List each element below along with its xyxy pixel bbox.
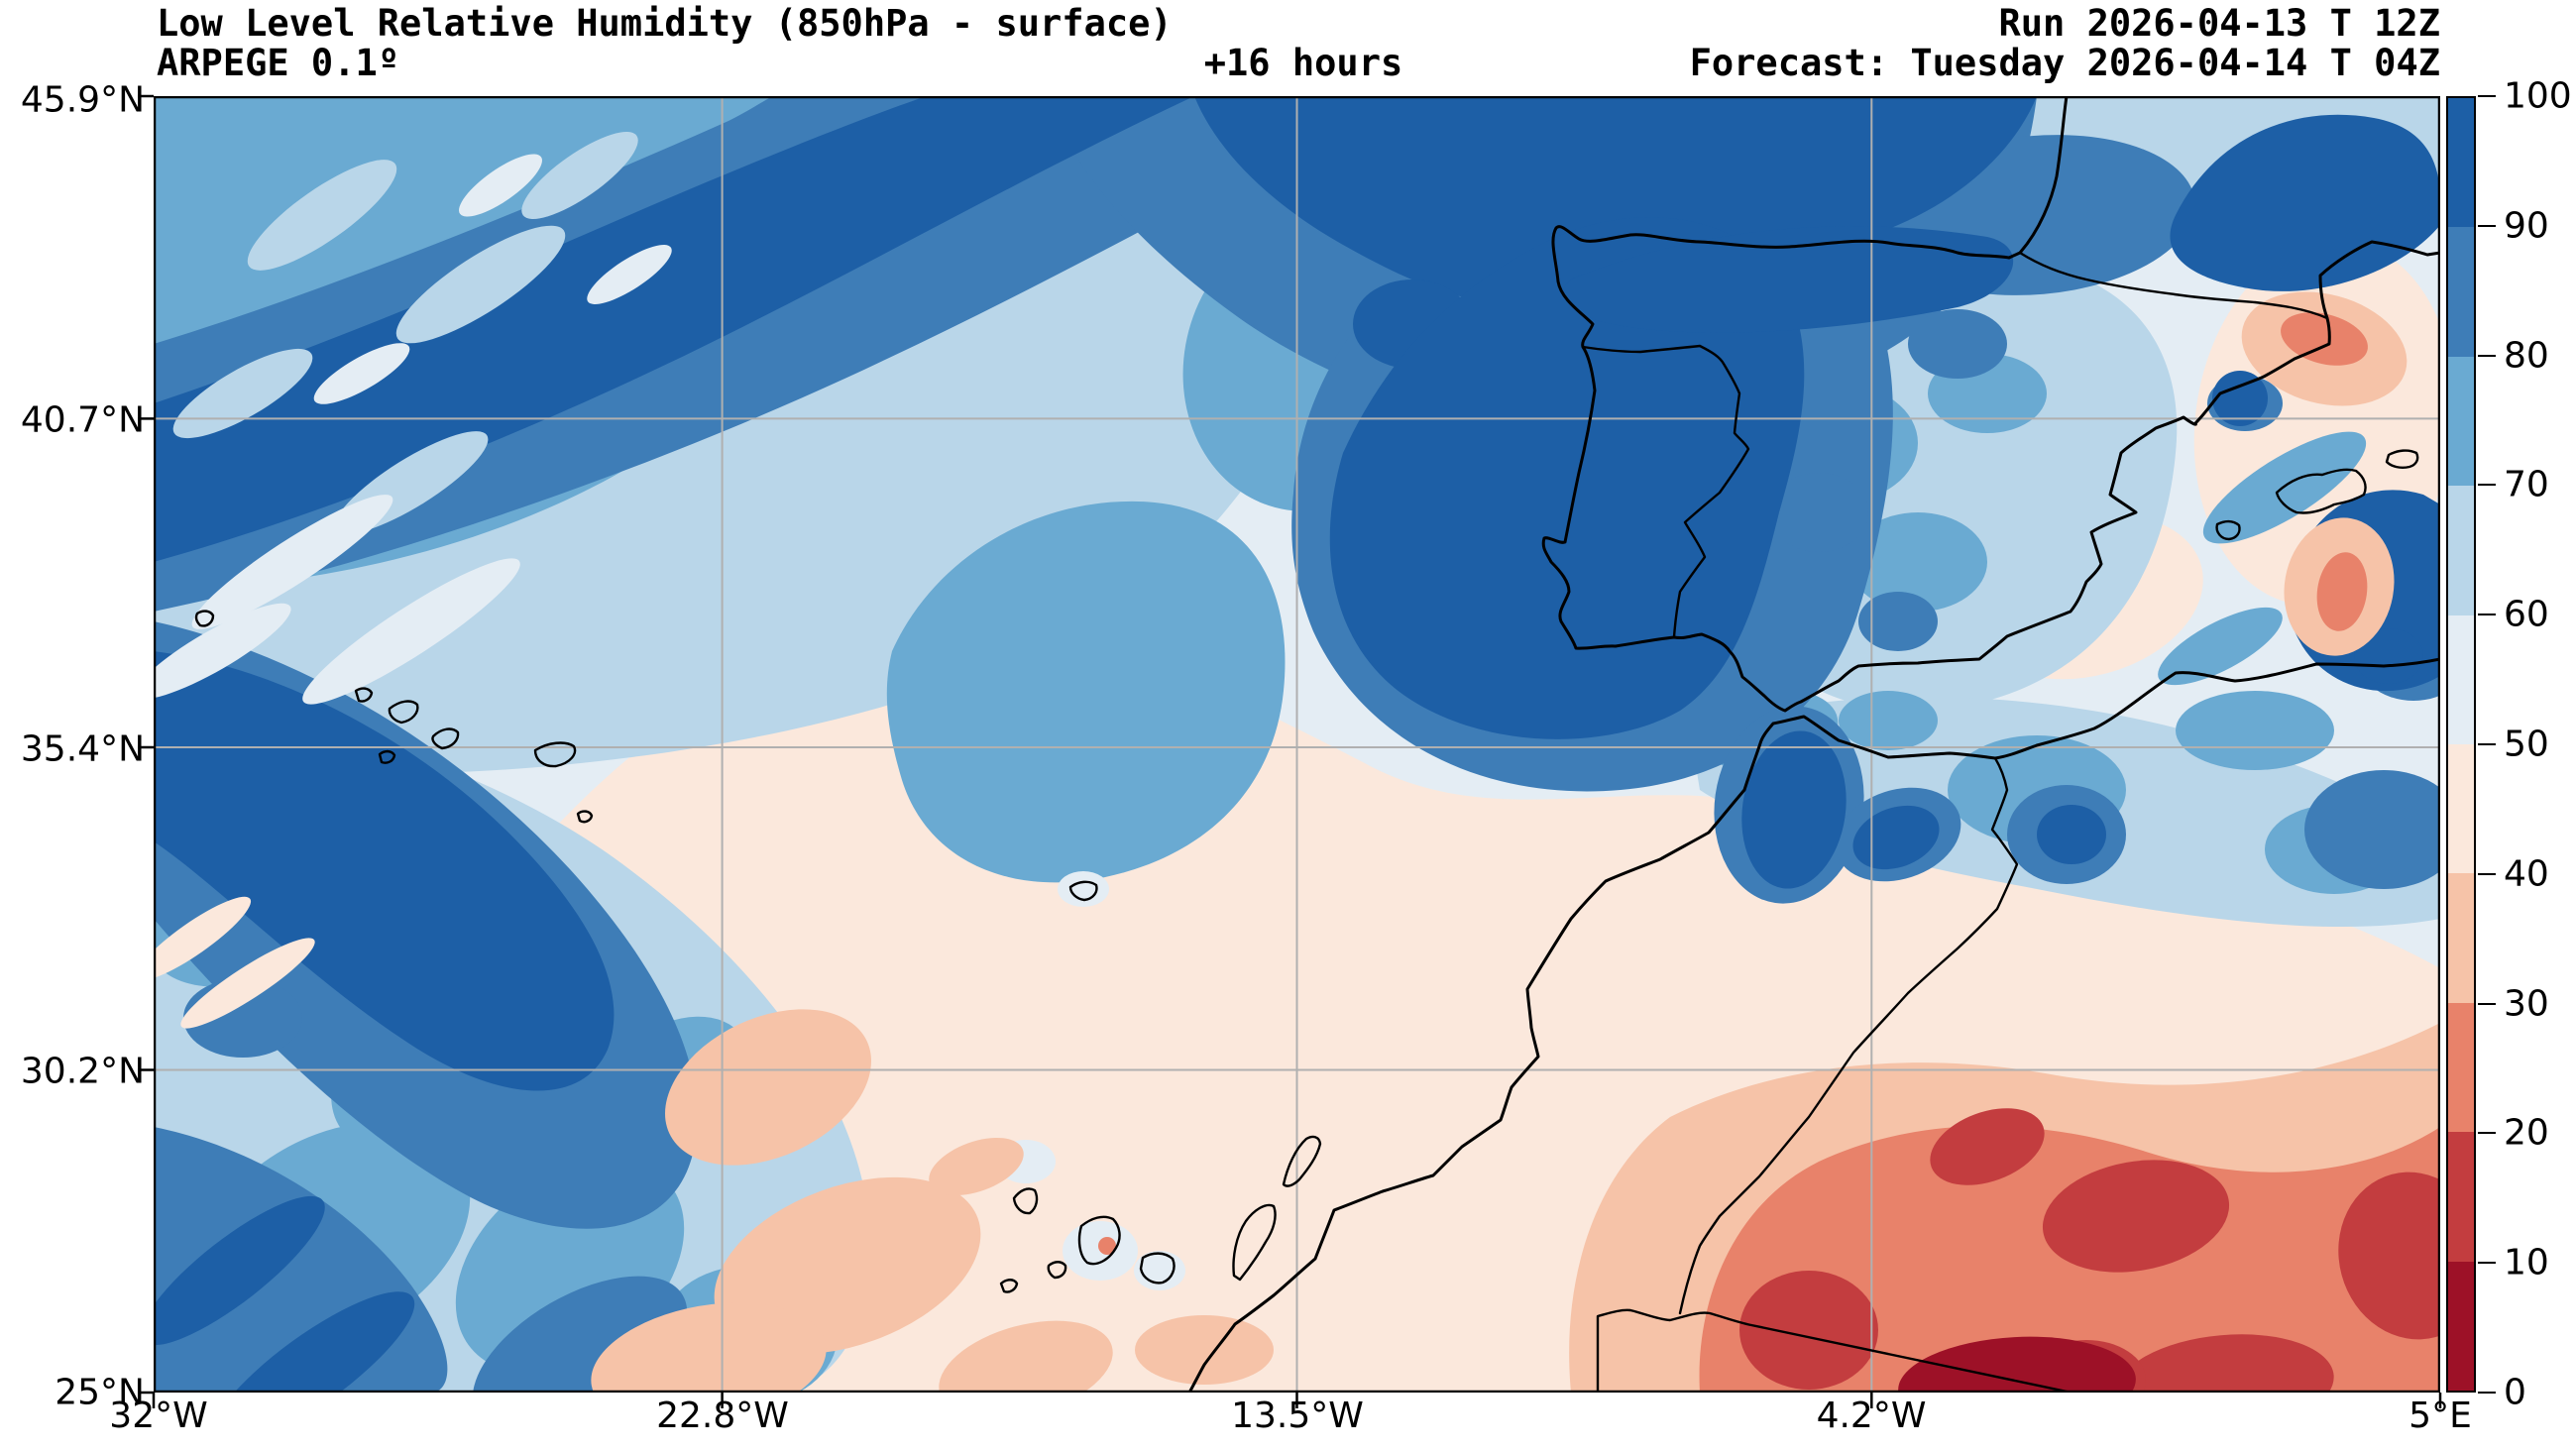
contour-fill-layer bbox=[113, 96, 2508, 1452]
colorbar-segment-20-30 bbox=[2448, 1003, 2474, 1132]
forecast-map bbox=[154, 96, 2440, 1393]
colorbar-tick-label-50: 50 bbox=[2504, 725, 2549, 765]
colorbar-tick bbox=[2478, 1262, 2496, 1264]
colorbar-tick bbox=[2478, 225, 2496, 227]
colorbar-segment-80-90 bbox=[2448, 227, 2474, 356]
colorbar-segment-90-100 bbox=[2448, 98, 2474, 227]
colorbar-tick-label-80: 80 bbox=[2504, 335, 2549, 376]
colorbar bbox=[2446, 96, 2476, 1393]
colorbar-tick-label-10: 10 bbox=[2504, 1243, 2549, 1284]
colorbar-tick bbox=[2478, 95, 2496, 97]
y-tick-30.2N: 30.2°N bbox=[0, 1052, 145, 1092]
y-tick-45.9N: 45.9°N bbox=[0, 80, 145, 121]
colorbar-tick bbox=[2478, 1003, 2496, 1005]
y-tick-35.4N: 35.4°N bbox=[0, 729, 145, 770]
colorbar-tick-label-60: 60 bbox=[2504, 595, 2549, 635]
colorbar-tick bbox=[2478, 873, 2496, 875]
colorbar-tick-label-20: 20 bbox=[2504, 1113, 2549, 1154]
lead-time-label: +16 hours bbox=[1204, 44, 1402, 83]
colorbar-segment-10-20 bbox=[2448, 1132, 2474, 1261]
model-label: ARPEGE 0.1º bbox=[157, 44, 399, 83]
forecast-label: Forecast: Tuesday 2026-04-14 T 04Z bbox=[1690, 44, 2440, 83]
colorbar-tick bbox=[2478, 1392, 2496, 1394]
colorbar-tick bbox=[2478, 355, 2496, 357]
colorbar-tick bbox=[2478, 484, 2496, 486]
colorbar-tick-label-0: 0 bbox=[2504, 1373, 2526, 1413]
colorbar-segment-70-80 bbox=[2448, 357, 2474, 486]
colorbar-segment-60-70 bbox=[2448, 486, 2474, 614]
colorbar-tick-label-40: 40 bbox=[2504, 853, 2549, 894]
colorbar-tick-label-100: 100 bbox=[2504, 76, 2572, 117]
x-tick-32W: 32°W bbox=[109, 1396, 207, 1436]
colorbar-tick-label-90: 90 bbox=[2504, 205, 2549, 246]
colorbar-segment-50-60 bbox=[2448, 615, 2474, 744]
map-title: Low Level Relative Humidity (850hPa - su… bbox=[157, 4, 1173, 44]
colorbar-segment-40-50 bbox=[2448, 744, 2474, 873]
run-label: Run 2026-04-13 T 12Z bbox=[1998, 4, 2440, 44]
colorbar-tick bbox=[2478, 743, 2496, 745]
colorbar-segment-30-40 bbox=[2448, 873, 2474, 1002]
colorbar-segment-0-10 bbox=[2448, 1262, 2474, 1391]
colorbar-tick bbox=[2478, 614, 2496, 615]
colorbar-tick-label-30: 30 bbox=[2504, 983, 2549, 1024]
colorbar-tick-label-70: 70 bbox=[2504, 465, 2549, 505]
colorbar-tick bbox=[2478, 1132, 2496, 1134]
y-tick-40.7N: 40.7°N bbox=[0, 400, 145, 441]
humidity-map-canvas bbox=[154, 96, 2440, 1393]
